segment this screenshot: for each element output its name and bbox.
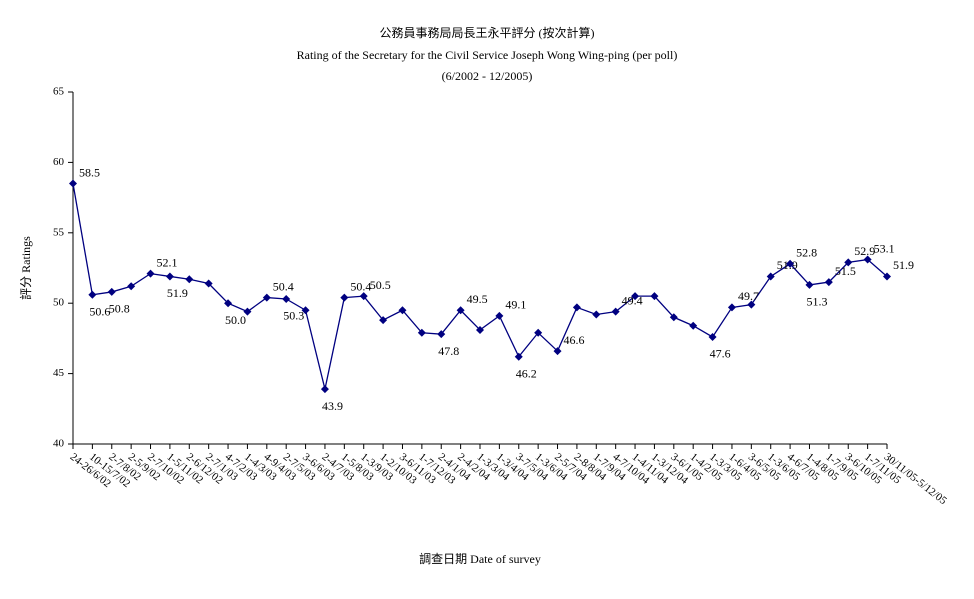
point (107, 287, 116, 296)
point (379, 316, 388, 325)
data-label: 43.9 (322, 399, 343, 413)
point (282, 294, 291, 303)
point (185, 275, 194, 284)
y-tick-label: 45 (53, 367, 65, 379)
data-label: 49.5 (467, 292, 488, 306)
point (824, 278, 833, 287)
point (476, 325, 484, 334)
point (398, 306, 407, 315)
data-label: 50.4 (273, 279, 294, 293)
point (204, 279, 213, 288)
data-label: 47.6 (710, 347, 731, 361)
data-label: 50.0 (225, 313, 246, 327)
y-tick-label: 50 (53, 297, 65, 309)
line (72, 183, 888, 390)
point (786, 259, 795, 268)
data-label: 51.3 (806, 295, 827, 309)
point (127, 282, 136, 291)
y-tick-label: 60 (53, 156, 65, 168)
point (437, 330, 446, 339)
point (69, 179, 77, 188)
point (650, 292, 659, 301)
point (689, 321, 698, 330)
point (863, 255, 872, 264)
point (340, 293, 349, 302)
point (844, 258, 853, 267)
point (631, 292, 640, 301)
y-tick-label: 65 (53, 86, 65, 98)
data-label: 52.1 (157, 255, 178, 269)
point (224, 299, 233, 308)
data-label: 50.4 (350, 279, 371, 293)
chart-subtitle: Rating of the Secretary for the Civil Se… (297, 48, 678, 62)
point (165, 272, 174, 281)
point (146, 269, 155, 278)
data-label: 53.1 (874, 241, 895, 255)
data-label: 46.6 (564, 333, 585, 347)
y-tick-label: 40 (53, 438, 65, 450)
point (611, 307, 620, 316)
data-label: 51.9 (893, 258, 914, 272)
data-label: 49.1 (505, 298, 526, 312)
point (262, 293, 271, 302)
chart-title: 公務員事務局局長王永平評分 (按次計算) (380, 25, 595, 40)
point (417, 328, 426, 337)
point (883, 272, 891, 281)
point (766, 272, 775, 281)
data-label: 50.5 (370, 278, 391, 292)
point (708, 332, 717, 341)
point (805, 280, 814, 289)
data-label: 52.9 (854, 244, 875, 258)
point (534, 328, 543, 337)
point (456, 306, 465, 315)
data-label: 50.8 (109, 302, 130, 316)
point (669, 313, 678, 322)
point (88, 290, 97, 299)
y-axis-label: 評分 Ratings (18, 236, 33, 300)
x-axis-label: 調查日期 Date of survey (419, 552, 541, 566)
point (514, 352, 523, 361)
point (320, 385, 329, 394)
point (495, 311, 504, 320)
data-label: 49.7 (738, 289, 759, 303)
point (727, 303, 736, 312)
point (553, 347, 562, 356)
point (301, 306, 310, 315)
point (592, 310, 601, 319)
data-label: 58.5 (79, 165, 100, 179)
point (359, 292, 368, 301)
point (572, 303, 581, 312)
data-label: 50.3 (283, 309, 304, 323)
data-label: 51.9 (167, 286, 188, 300)
data-label: 46.2 (516, 366, 537, 380)
y-tick-label: 55 (53, 226, 65, 238)
data-label: 52.8 (796, 246, 817, 260)
point (747, 300, 756, 309)
chart-period: (6/2002 - 12/2005) (442, 69, 533, 83)
point (243, 307, 252, 316)
data-label: 51.5 (835, 264, 856, 278)
data-label: 51.9 (777, 258, 798, 272)
data-label: 50.6 (89, 305, 110, 319)
data-label: 47.8 (438, 344, 459, 358)
